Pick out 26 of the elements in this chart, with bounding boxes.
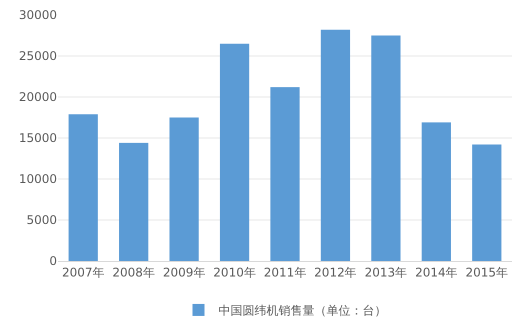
y-tick-label: 30000 [18,8,57,22]
legend-label: 中国圆纬机销售量（单位：台） [218,304,386,318]
x-tick-label: 2011年 [264,265,306,280]
bar [371,36,401,261]
x-tick-label: 2014年 [415,265,458,280]
bar [320,30,350,261]
bar [119,142,148,261]
x-tick-label: 2009年 [162,265,206,280]
x-tick-label: 2012年 [314,265,357,280]
x-tick-label: 2008年 [112,265,155,280]
x-tick-label: 2010年 [213,265,256,280]
y-tick-label: 0 [49,254,57,268]
y-tick-label: 15000 [18,131,57,146]
x-tick-label: 2015年 [466,265,508,280]
y-tick-label: 25000 [18,49,57,64]
bar [422,122,451,261]
bar [220,44,250,261]
bar [169,118,199,261]
x-tick-label: 2007年 [62,265,104,280]
bar [68,114,98,261]
bar [472,144,502,261]
x-tick-label: 2013年 [364,265,408,280]
bar [270,87,300,261]
y-tick-label: 5000 [26,213,57,228]
y-tick-label: 20000 [18,90,57,104]
y-tick-label: 10000 [18,172,57,186]
